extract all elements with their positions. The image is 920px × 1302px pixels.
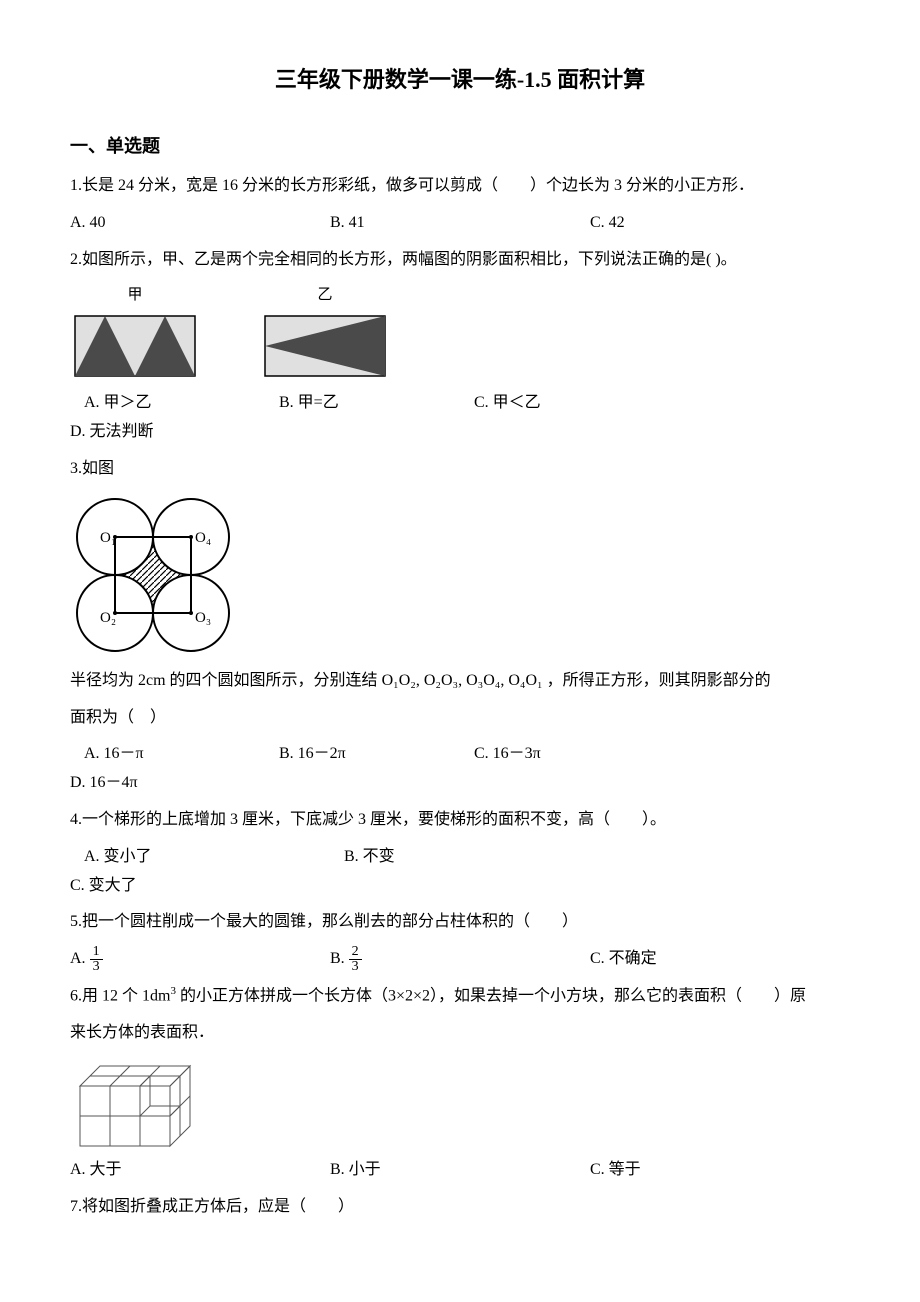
q4-opt-c: C. 变大了: [70, 872, 330, 901]
question-3-line2: 面积为（ ）: [70, 704, 850, 733]
q6-text-mid: 的小正方体拼成一个长方体（3×2×2），如果去掉一个小方块，那么它的表面积（ ）…: [176, 987, 806, 1004]
q2-svg-jia: [70, 311, 200, 381]
question-2: 2.如图所示，甲、乙是两个完全相同的长方形，两幅图的阴影面积相比，下列说法正确的…: [70, 246, 850, 275]
q6-svg: [70, 1056, 205, 1156]
q1-opt-a: A. 40: [70, 209, 330, 238]
q6-opt-c: C. 等于: [590, 1156, 850, 1185]
q6-image: [70, 1056, 850, 1156]
q3-o41: O₄O₁: [508, 672, 542, 689]
q1-opt-c: C. 42: [590, 209, 850, 238]
q2-label-jia: 甲: [127, 282, 142, 309]
page-title: 三年级下册数学一课一练-1.5 面积计算: [70, 60, 850, 100]
q5-opt-a: A. 13: [70, 945, 330, 974]
q6-opt-a: A. 大于: [70, 1156, 330, 1185]
q2-images: 甲 乙: [70, 282, 850, 381]
q2-img-yi: 乙: [260, 282, 390, 381]
q3-options: A. 16－π B. 16－2π C. 16－3π D. 16－4π: [70, 740, 850, 798]
q1-options: A. 40 B. 41 C. 42: [70, 209, 850, 238]
q2-opt-c: C. 甲＜乙: [474, 389, 669, 418]
question-4: 4.一个梯形的上底增加 3 厘米，下底减少 3 厘米，要使梯形的面积不变，高（ …: [70, 806, 850, 835]
q3-image: O₁ O₄ O₂ O₃: [70, 492, 850, 667]
q5-frac-b: 23: [349, 945, 362, 974]
q3-opt-c: C. 16－3π: [474, 740, 669, 769]
q3-o23: O₂O₃: [424, 672, 458, 689]
q2-img-jia: 甲: [70, 282, 200, 381]
q2-label-yi: 乙: [317, 282, 332, 309]
question-1: 1.长是 24 分米，宽是 16 分米的长方形彩纸，做多可以剪成（ ）个边长为 …: [70, 172, 850, 201]
q6-opt-b: B. 小于: [330, 1156, 590, 1185]
question-5: 5.把一个圆柱削成一个最大的圆锥，那么削去的部分占柱体积的（ ）: [70, 908, 850, 937]
q5-b-pre: B.: [330, 950, 349, 967]
q5-frac-a: 13: [90, 945, 103, 974]
q3-text-before: 半径均为 2cm 的四个圆如图所示，分别连结: [70, 672, 382, 689]
section-header: 一、单选题: [70, 130, 850, 162]
q5-opt-b: B. 23: [330, 945, 590, 974]
q2-opt-b: B. 甲=乙: [279, 389, 474, 418]
q6-options: A. 大于 B. 小于 C. 等于: [70, 1156, 850, 1185]
q5-opt-c: C. 不确定: [590, 945, 850, 974]
q3-svg: O₁ O₄ O₂ O₃: [70, 492, 240, 667]
q2-svg-yi: [260, 311, 390, 381]
q3-opt-a: A. 16－π: [70, 740, 279, 769]
q6-text-before: 6.用 12 个 1dm: [70, 987, 170, 1004]
q3-text-after: ，所得正方形，则其阴影部分的: [547, 672, 771, 689]
q2-opt-a: A. 甲＞乙: [70, 389, 279, 418]
q4-opt-a: A. 变小了: [70, 843, 344, 872]
q3-opt-b: B. 16－2π: [279, 740, 474, 769]
q3-o12: O₁O₂: [382, 672, 416, 689]
question-3-pre: 3.如图: [70, 455, 850, 484]
question-3-text: 半径均为 2cm 的四个圆如图所示，分别连结 O₁O₂, O₂O₃, O₃O₄,…: [70, 667, 850, 696]
q4-options: A. 变小了 B. 不变 C. 变大了: [70, 843, 850, 901]
q3-o34: O₃O₄: [466, 672, 500, 689]
q1-opt-b: B. 41: [330, 209, 590, 238]
q2-opt-d: D. 无法判断: [70, 418, 265, 447]
question-7: 7.将如图折叠成正方体后，应是（ ）: [70, 1193, 850, 1222]
q2-options: A. 甲＞乙 B. 甲=乙 C. 甲＜乙 D. 无法判断: [70, 389, 850, 447]
question-6-line2: 来长方体的表面积．: [70, 1019, 850, 1048]
question-6: 6.用 12 个 1dm3 的小正方体拼成一个长方体（3×2×2），如果去掉一个…: [70, 982, 850, 1011]
q5-options: A. 13 B. 23 C. 不确定: [70, 945, 850, 974]
q3-opt-d: D. 16－4π: [70, 769, 265, 798]
q4-opt-b: B. 不变: [344, 843, 604, 872]
q5-a-pre: A.: [70, 950, 90, 967]
q3-o4-label: O₄: [195, 530, 211, 546]
q3-o3-label: O₃: [195, 610, 211, 626]
